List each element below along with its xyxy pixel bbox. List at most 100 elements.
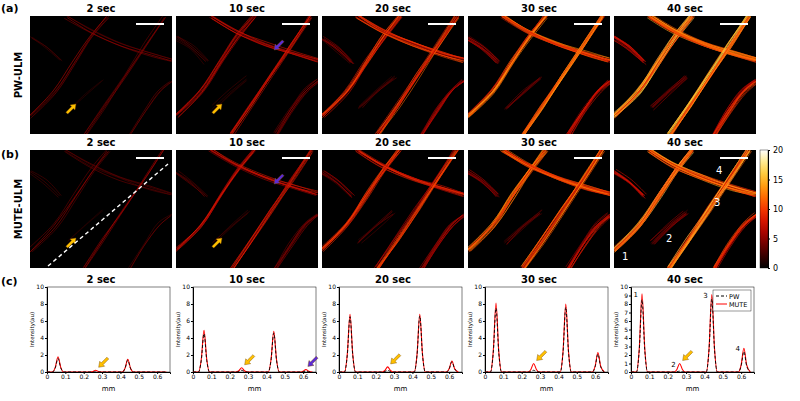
vessel-track: [176, 174, 207, 197]
tick-mark: [483, 287, 485, 288]
vessel-track: [651, 17, 756, 61]
tick: 6: [478, 317, 485, 324]
vessel-track: [66, 16, 172, 60]
tick: 10: [768, 205, 783, 214]
vessel-track: [650, 16, 756, 58]
tick-label: 0: [630, 373, 634, 380]
vessel-track: [322, 16, 400, 114]
tick: 10: [474, 283, 485, 290]
lines: [193, 330, 312, 372]
vessel-track: [176, 173, 204, 197]
y-axis-title: Intensity(au): [175, 312, 182, 347]
tick-label: 4: [186, 334, 190, 341]
vessel-track: [715, 82, 756, 134]
tick: 6: [40, 317, 47, 324]
tick: 1: [624, 360, 631, 367]
image-panel: [611, 13, 758, 138]
vessel-track: [421, 83, 462, 134]
tick: 0.5: [135, 372, 145, 380]
vessel-track: [504, 16, 610, 58]
lines: [631, 294, 750, 372]
vessel-track: [652, 77, 687, 107]
panel-title: 2 sec: [86, 137, 115, 148]
tick: 8: [40, 300, 47, 307]
annotation: 2: [671, 361, 675, 369]
colorbar: [760, 150, 768, 268]
tick-label: 0: [40, 368, 44, 375]
tick: 8: [624, 300, 631, 307]
scale-bar: [136, 23, 164, 25]
vessel-track: [178, 150, 256, 249]
vessel-track: [648, 16, 756, 58]
tick-label: 0: [332, 368, 336, 375]
vessel-track: [177, 36, 208, 60]
tick-label: 0: [478, 368, 482, 375]
vessel-track: [177, 150, 255, 249]
vessel-track: [469, 36, 500, 61]
tick-mark: [629, 347, 631, 348]
tick: 0.1: [61, 372, 71, 380]
vessel-track: [650, 16, 756, 58]
y-axis: 0246810: [36, 283, 47, 375]
x-axis: 00.10.20.30.40.50.6: [192, 372, 317, 380]
tick-label: 4: [40, 334, 44, 341]
vessel-track: [615, 150, 692, 248]
vessel-track: [209, 17, 318, 60]
vessel-track: [667, 17, 747, 134]
vessel-track: [671, 17, 751, 134]
vessel-track: [230, 150, 310, 268]
vessel-track: [355, 16, 463, 59]
tick: 0.5: [427, 372, 437, 380]
tick: 4: [478, 334, 485, 341]
profile-line: [48, 164, 168, 266]
vessel-track: [523, 151, 603, 268]
vessel-track: [359, 78, 393, 107]
tick: 6: [332, 317, 339, 324]
vessel-track: [378, 150, 459, 268]
image-panel: 1234: [612, 147, 758, 271]
vessel-track: [356, 152, 463, 197]
vessel-track: [522, 151, 601, 268]
tick-mark: [629, 296, 631, 297]
vessel-track: [356, 16, 464, 59]
x-axis-title: mm: [540, 385, 554, 393]
vessel-track: [85, 18, 165, 134]
vessel-track: [358, 16, 464, 61]
tick-label: 8: [332, 300, 336, 307]
tick-label: 0.4: [700, 373, 710, 380]
tick: 0.1: [353, 372, 363, 380]
vessel-track: [715, 81, 756, 134]
image-panel: [28, 148, 172, 271]
tick: 0.4: [700, 372, 710, 380]
scale-bar: [136, 157, 164, 159]
tick: 0.2: [79, 372, 89, 380]
vessel-track: [616, 169, 646, 194]
tick-label: 2: [40, 351, 44, 358]
vessel-track: [652, 78, 687, 107]
tick: 2: [40, 351, 47, 358]
vessel-track: [230, 16, 311, 133]
panel-title: 30 sec: [521, 137, 557, 148]
vessel-track: [615, 16, 693, 114]
vessel-track: [653, 78, 688, 108]
vessels: [30, 150, 172, 268]
vessel-track: [649, 150, 756, 194]
tick-label: 0.5: [719, 373, 729, 380]
vessel-track: [84, 17, 166, 134]
vessel-track: [379, 16, 459, 134]
tick-mark: [191, 355, 193, 356]
tick-mark: [629, 364, 631, 365]
tick-label: 5: [773, 235, 778, 244]
vessel-track: [212, 76, 246, 105]
tick-mark: [45, 304, 47, 305]
scale-bar: [720, 23, 748, 25]
vessel-track: [669, 17, 749, 134]
tick: 0.6: [445, 372, 455, 380]
tick: 0: [192, 372, 196, 380]
vessel-track: [648, 16, 755, 61]
tick-mark: [45, 287, 47, 288]
tick-mark: [191, 287, 193, 288]
vessel-track: [322, 150, 400, 247]
x-axis-title: mm: [248, 385, 262, 393]
tick-label: 4: [478, 334, 482, 341]
